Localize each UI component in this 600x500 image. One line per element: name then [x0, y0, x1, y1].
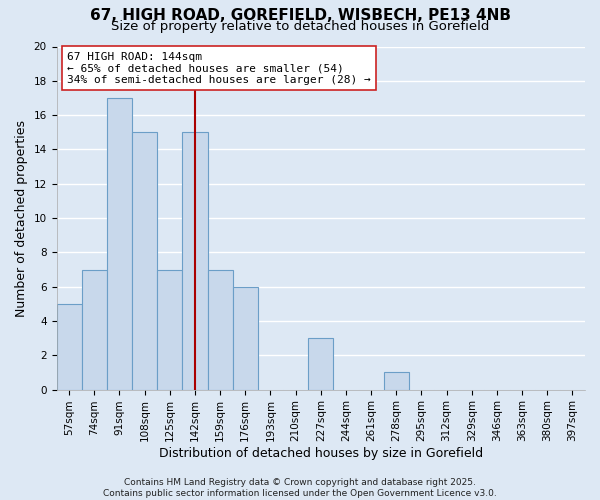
Bar	[157, 270, 182, 390]
Bar	[107, 98, 132, 390]
Text: 67 HIGH ROAD: 144sqm
← 65% of detached houses are smaller (54)
34% of semi-detac: 67 HIGH ROAD: 144sqm ← 65% of detached h…	[67, 52, 371, 85]
Text: Contains HM Land Registry data © Crown copyright and database right 2025.
Contai: Contains HM Land Registry data © Crown c…	[103, 478, 497, 498]
Y-axis label: Number of detached properties: Number of detached properties	[15, 120, 28, 316]
Bar	[233, 286, 258, 390]
Bar	[208, 270, 233, 390]
Text: 67, HIGH ROAD, GOREFIELD, WISBECH, PE13 4NB: 67, HIGH ROAD, GOREFIELD, WISBECH, PE13 …	[89, 8, 511, 22]
Bar	[308, 338, 334, 390]
X-axis label: Distribution of detached houses by size in Gorefield: Distribution of detached houses by size …	[159, 447, 483, 460]
Bar	[182, 132, 208, 390]
Bar	[56, 304, 82, 390]
Bar	[383, 372, 409, 390]
Bar	[82, 270, 107, 390]
Bar	[132, 132, 157, 390]
Text: Size of property relative to detached houses in Gorefield: Size of property relative to detached ho…	[111, 20, 489, 33]
